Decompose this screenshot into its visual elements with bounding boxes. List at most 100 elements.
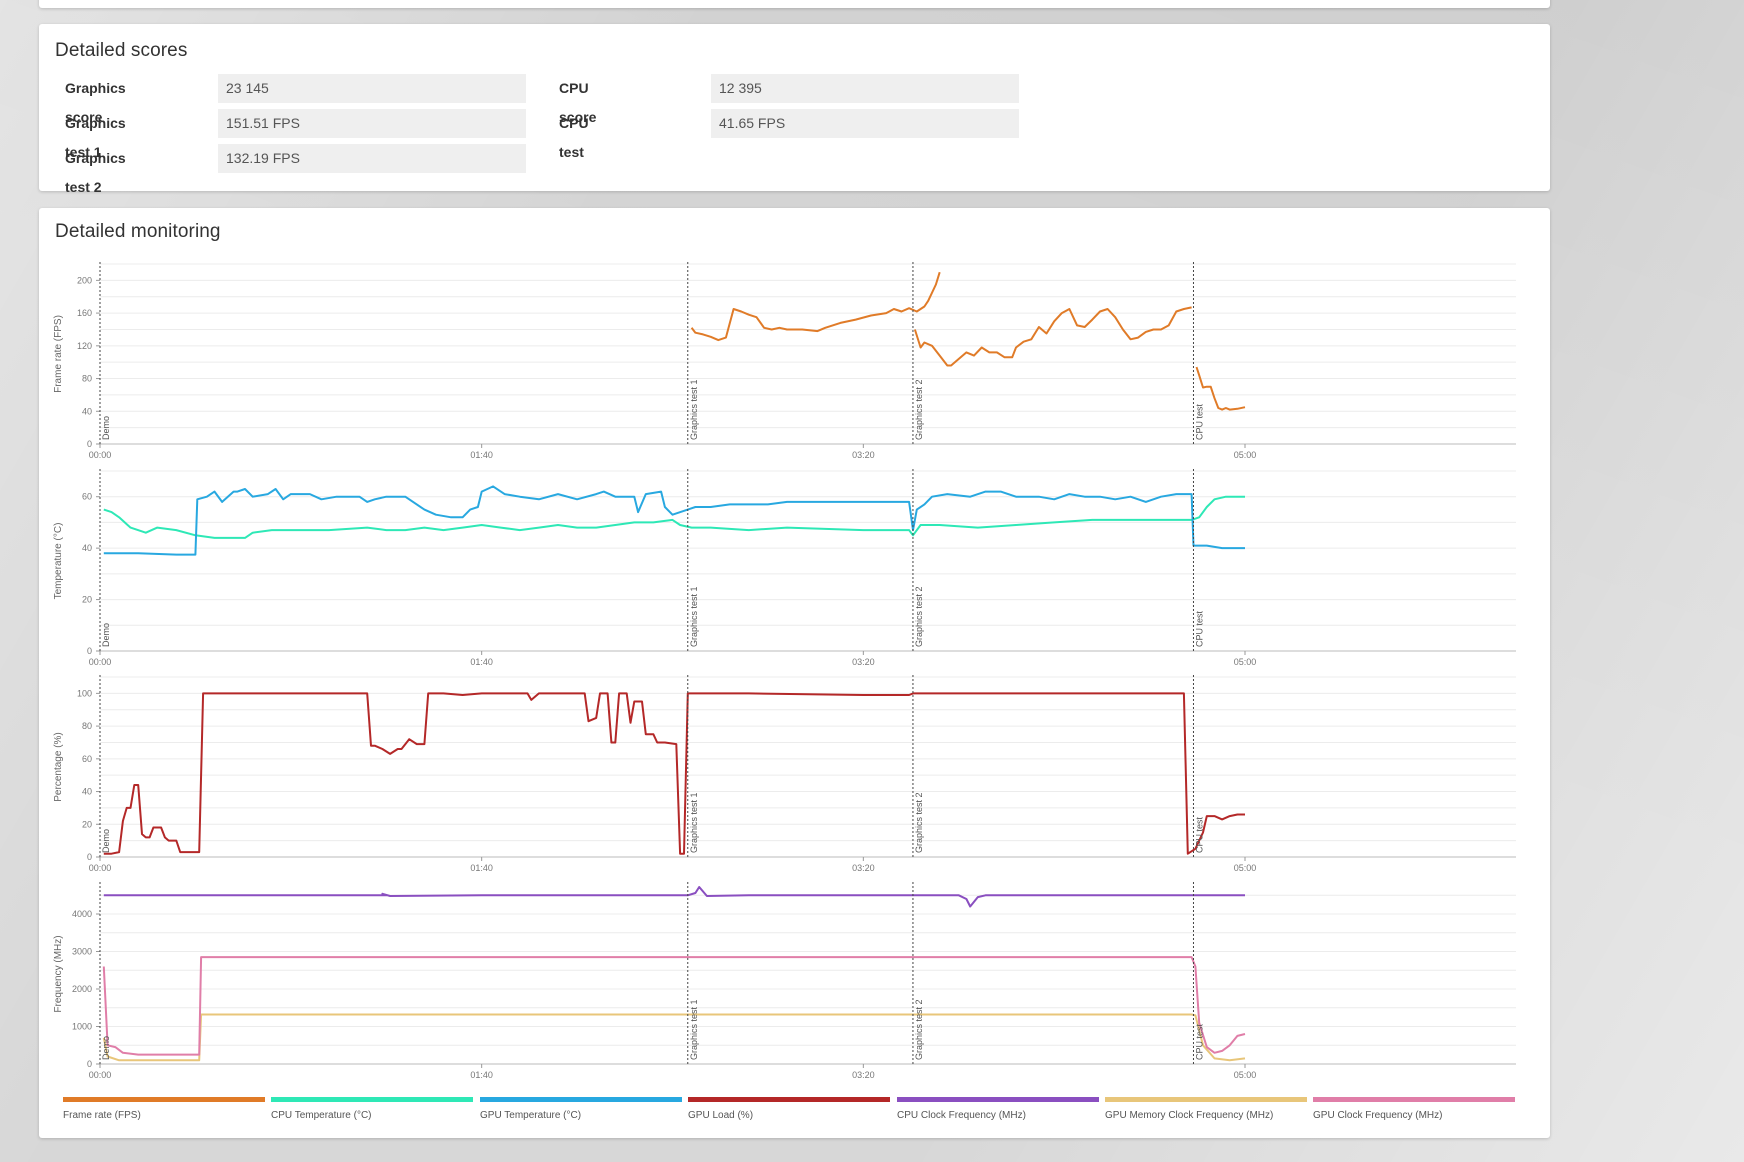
y-tick-label: 40 — [82, 406, 92, 416]
x-tick-label: 03:20 — [852, 863, 875, 873]
test-marker-label: Demo — [101, 623, 111, 647]
legend-item-frame-rate[interactable]: Frame rate (FPS) — [63, 1097, 265, 1127]
score-value: 41.65 FPS — [711, 109, 1019, 138]
series-line — [1195, 366, 1246, 411]
legend-item-cpu-clock[interactable]: CPU Clock Frequency (MHz) — [897, 1097, 1099, 1127]
y-tick-label: 4000 — [72, 909, 92, 919]
score-label: Graphics score — [65, 80, 126, 125]
legend-label: CPU Temperature (°C) — [271, 1110, 372, 1121]
test-marker-label: Demo — [101, 1036, 111, 1060]
detailed-monitoring-title: Detailed monitoring — [55, 221, 221, 242]
detailed-monitoring-panel: Detailed monitoring 0 40 80 120 160 200 00:00 0… — [39, 208, 1550, 1138]
legend-item-gpu-temperature[interactable]: GPU Temperature (°C) — [480, 1097, 682, 1127]
legend-swatch — [271, 1097, 473, 1102]
legend-item-gpu-clock[interactable]: GPU Clock Frequency (MHz) — [1313, 1097, 1515, 1127]
x-tick-label: 03:20 — [852, 657, 875, 667]
y-tick-label: 1000 — [72, 1022, 92, 1032]
series-line — [103, 485, 1245, 556]
y-tick-label: 2000 — [72, 984, 92, 994]
x-tick-label: 01:40 — [470, 863, 493, 873]
y-tick-label: 100 — [77, 688, 92, 698]
x-tick-label: 00:00 — [89, 450, 112, 460]
test-marker-label: Graphics test 2 — [914, 586, 924, 647]
legend-swatch — [480, 1097, 682, 1102]
x-tick-label: 00:00 — [89, 1070, 112, 1080]
legend-label: Frame rate (FPS) — [63, 1110, 141, 1121]
y-tick-label: 20 — [82, 595, 92, 605]
legend-item-gpu-memory-clock[interactable]: GPU Memory Clock Frequency (MHz) — [1105, 1097, 1307, 1127]
x-tick-label: 01:40 — [470, 657, 493, 667]
score-label: CPU score — [559, 80, 597, 125]
test-marker-label: Graphics test 2 — [914, 379, 924, 440]
series-line — [103, 495, 1245, 539]
score-value: 23 145 — [218, 74, 526, 103]
test-marker-label: CPU test — [1194, 403, 1204, 440]
y-axis-title: Temperature (°C) — [53, 523, 64, 600]
score-value: 151.51 FPS — [218, 109, 526, 138]
y-tick-label: 40 — [82, 787, 92, 797]
legend-label: CPU Clock Frequency (MHz) — [897, 1110, 1026, 1121]
legend-swatch — [897, 1097, 1099, 1102]
x-tick-label: 03:20 — [852, 1070, 875, 1080]
legend-swatch — [688, 1097, 890, 1102]
test-marker-label: CPU test — [1194, 1023, 1204, 1060]
x-tick-label: 03:20 — [852, 450, 875, 460]
chart-legend: Frame rate (FPS) CPU Temperature (°C) GP… — [63, 1097, 1523, 1127]
y-tick-label: 0 — [87, 1059, 92, 1069]
x-tick-label: 05:00 — [1234, 657, 1257, 667]
x-tick-label: 05:00 — [1234, 863, 1257, 873]
score-value: 12 395 — [711, 74, 1019, 103]
score-value: 132.19 FPS — [218, 144, 526, 173]
y-tick-label: 0 — [87, 439, 92, 449]
test-marker-label: Demo — [101, 829, 111, 853]
test-marker-label: CPU test — [1194, 816, 1204, 853]
series-line — [103, 692, 1245, 855]
legend-label: GPU Temperature (°C) — [480, 1110, 582, 1121]
legend-item-gpu-load[interactable]: GPU Load (%) — [688, 1097, 890, 1127]
score-label: CPU test — [559, 115, 589, 160]
x-tick-label: 05:00 — [1234, 450, 1257, 460]
legend-swatch — [63, 1097, 265, 1102]
score-label: Graphics test 2 — [65, 150, 126, 195]
x-tick-label: 01:40 — [470, 1070, 493, 1080]
series-line — [913, 306, 1192, 367]
legend-swatch — [1313, 1097, 1515, 1102]
y-tick-label: 160 — [77, 308, 92, 318]
y-axis-title: Frame rate (FPS) — [53, 315, 64, 393]
y-tick-label: 0 — [87, 646, 92, 656]
y-axis-title: Frequency (MHz) — [53, 935, 64, 1012]
x-tick-label: 01:40 — [470, 450, 493, 460]
score-label: Graphics test 1 — [65, 115, 126, 160]
y-tick-label: 200 — [77, 275, 92, 285]
y-tick-label: 60 — [82, 492, 92, 502]
y-tick-label: 20 — [82, 819, 92, 829]
series-line — [103, 886, 1245, 908]
detailed-scores-title: Detailed scores — [55, 40, 188, 61]
previous-panel — [39, 0, 1550, 8]
series-line — [690, 271, 941, 342]
y-tick-label: 80 — [82, 721, 92, 731]
y-tick-label: 60 — [82, 754, 92, 764]
legend-label: GPU Memory Clock Frequency (MHz) — [1105, 1110, 1274, 1121]
series-line — [102, 956, 1246, 1056]
test-marker-label: Graphics test 2 — [914, 999, 924, 1060]
x-tick-label: 05:00 — [1234, 1070, 1257, 1080]
test-marker-label: CPU test — [1194, 610, 1204, 647]
y-tick-label: 120 — [77, 341, 92, 351]
test-marker-label: Graphics test 1 — [689, 999, 699, 1060]
y-tick-label: 40 — [82, 543, 92, 553]
legend-label: GPU Clock Frequency (MHz) — [1313, 1110, 1443, 1121]
test-marker-label: Graphics test 2 — [914, 792, 924, 853]
legend-swatch — [1105, 1097, 1307, 1102]
legend-item-cpu-temperature[interactable]: CPU Temperature (°C) — [271, 1097, 473, 1127]
x-tick-label: 00:00 — [89, 657, 112, 667]
x-tick-label: 00:00 — [89, 863, 112, 873]
legend-label: GPU Load (%) — [688, 1110, 754, 1121]
test-marker-label: Demo — [101, 416, 111, 440]
y-axis-title: Percentage (%) — [53, 732, 64, 801]
y-tick-label: 80 — [82, 374, 92, 384]
y-tick-label: 0 — [87, 852, 92, 862]
test-marker-label: Graphics test 1 — [689, 379, 699, 440]
y-tick-label: 3000 — [72, 947, 92, 957]
